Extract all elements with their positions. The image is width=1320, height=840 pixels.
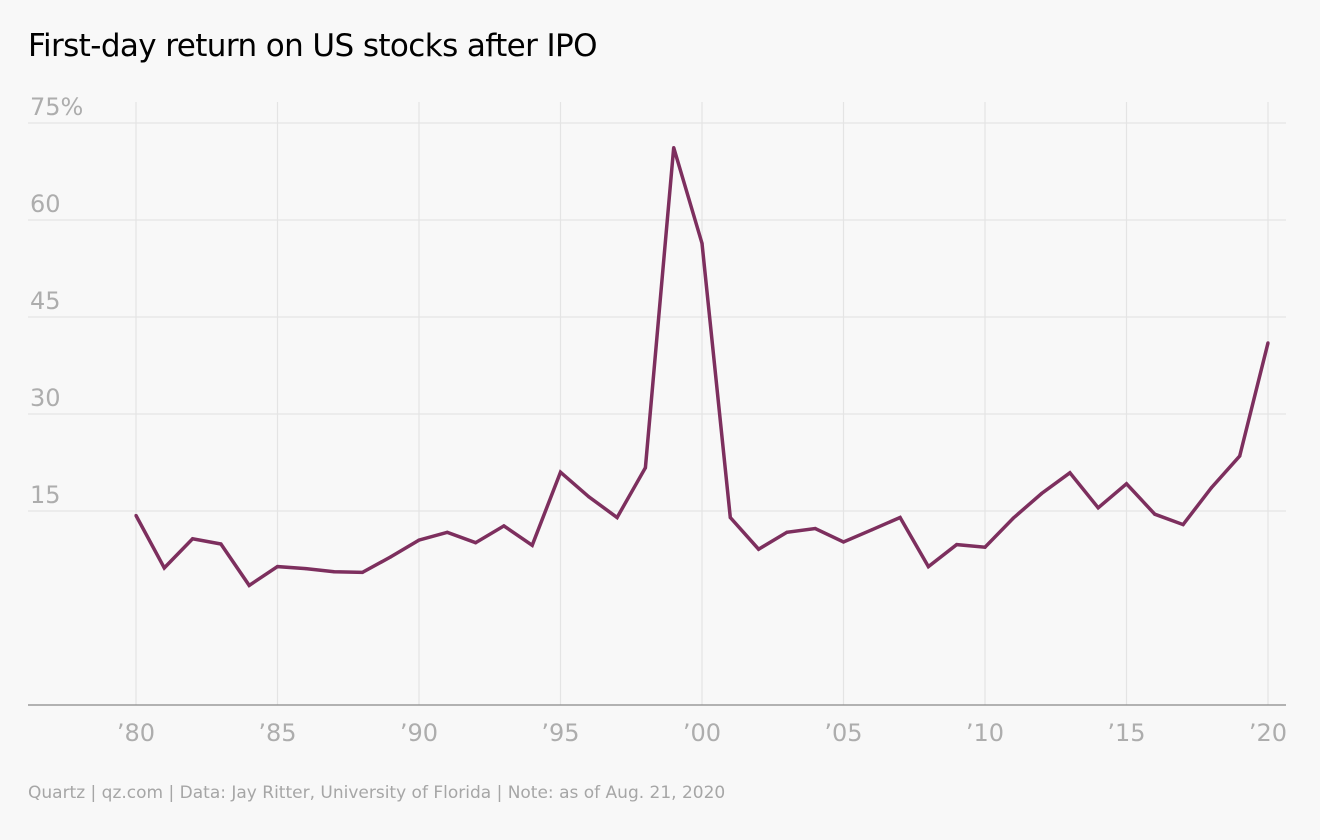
x-tick-label: ’10: [966, 719, 1004, 747]
data-point: [785, 530, 789, 534]
x-tick-label: ’00: [683, 719, 721, 747]
data-point: [1238, 454, 1242, 458]
data-point: [587, 495, 591, 499]
y-tick-label: 75%: [30, 93, 83, 121]
data-point: [474, 541, 478, 545]
gridlines: [28, 102, 1286, 706]
x-tick-label: ’20: [1249, 719, 1287, 747]
data-point: [615, 515, 619, 520]
data-point: [219, 542, 223, 546]
y-tick-label: 45: [30, 287, 61, 315]
data-point: [558, 470, 563, 474]
y-tick-label: 30: [30, 384, 61, 412]
data-point: [643, 466, 648, 470]
data-point: [1153, 512, 1157, 516]
data-point: [841, 540, 846, 544]
x-tick-label: ’90: [400, 719, 438, 747]
axis-labels: 75% 60 45 30 15 ’80 ’85 ’90 ’95 ’00 ’05 ’10 ’15 ’20: [30, 93, 1287, 747]
data-point: [502, 524, 506, 528]
x-tick-label: ’85: [258, 719, 296, 747]
data-point: [1209, 486, 1213, 490]
data-point: [1011, 516, 1015, 520]
data-point: [870, 528, 874, 532]
data-point: [1068, 471, 1072, 475]
x-tick-label: ’95: [541, 719, 579, 747]
data-point: [360, 570, 364, 575]
data-point: [1096, 506, 1100, 510]
data-point: [134, 513, 138, 518]
data-point: [417, 538, 421, 542]
data-point: [1124, 482, 1129, 486]
data-point: [983, 545, 987, 549]
data-point: [247, 583, 251, 588]
data-point: [672, 146, 676, 150]
data-point: [332, 570, 336, 574]
data-point: [1040, 491, 1044, 496]
data-point: [530, 543, 534, 547]
y-tick-label: 60: [30, 190, 61, 218]
chart-title: First-day return on US stocks after IPO: [28, 28, 598, 64]
data-point: [955, 543, 959, 547]
data-point: [1181, 523, 1185, 527]
data-point: [275, 565, 280, 569]
data-point: [445, 530, 449, 534]
data-point: [389, 555, 393, 559]
data-point: [162, 566, 166, 570]
x-tick-label: ’05: [824, 719, 862, 747]
data-point: [700, 241, 704, 245]
data-point: [813, 526, 817, 531]
source-footer: Quartz | qz.com | Data: Jay Ritter, Univ…: [28, 783, 726, 803]
data-point: [304, 567, 308, 571]
x-tick-label: ’80: [117, 719, 155, 747]
data-point: [1266, 341, 1270, 345]
y-tick-label: 15: [30, 481, 61, 509]
data-point: [757, 547, 761, 551]
data-point: [926, 565, 931, 569]
series-layer: [134, 146, 1270, 588]
data-point: [191, 537, 195, 541]
data-point: [898, 515, 902, 520]
x-tick-label: ’15: [1107, 719, 1145, 747]
data-point: [728, 515, 732, 520]
